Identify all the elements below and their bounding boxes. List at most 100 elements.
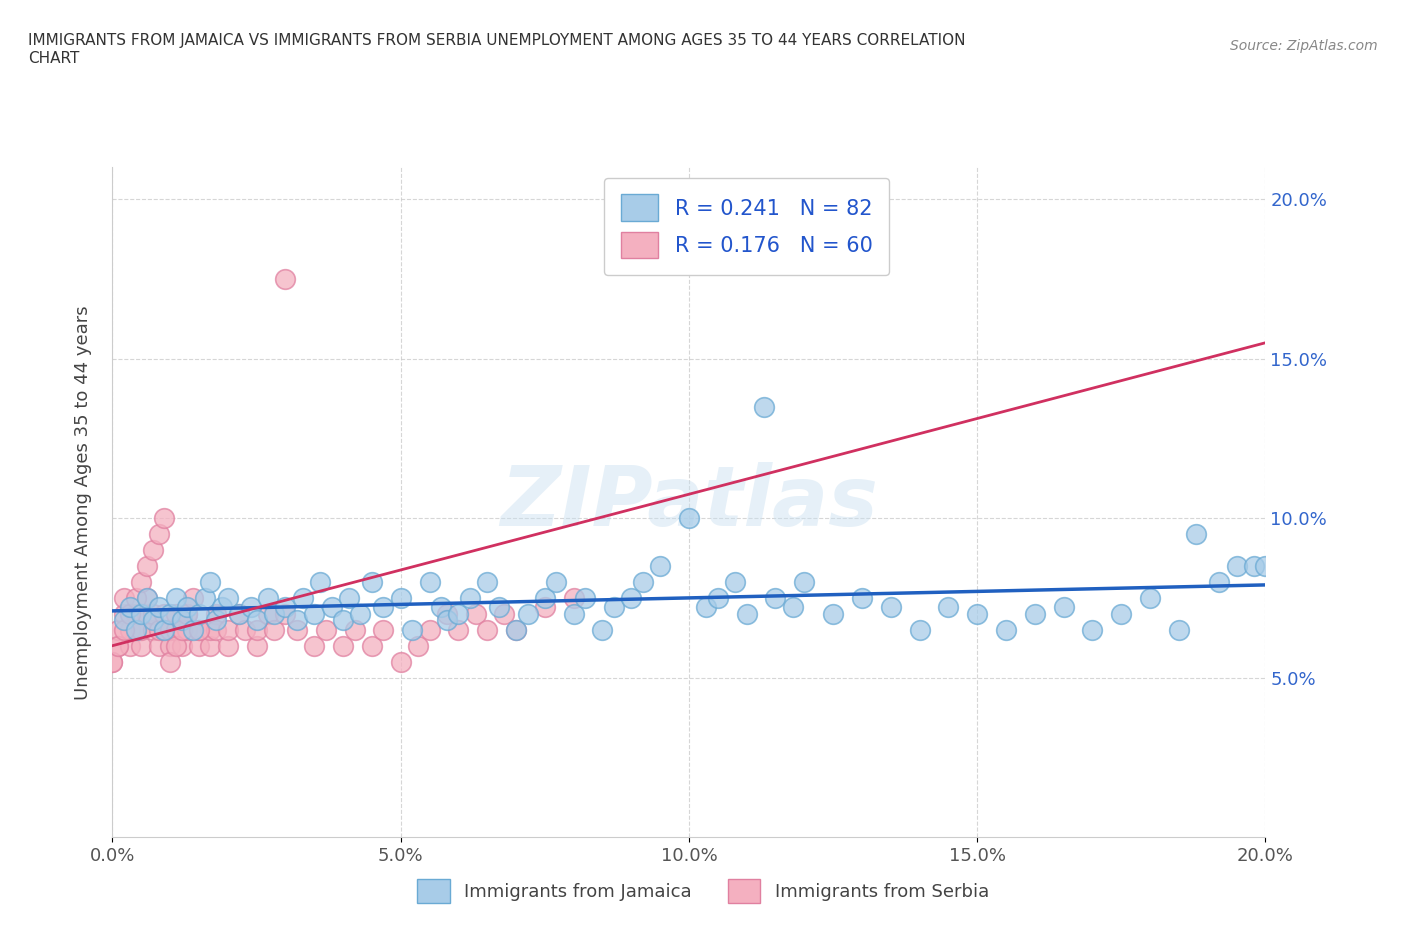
Point (343, 622, 366, 637)
Point (574, 591, 596, 605)
Point (136, 559, 159, 574)
Point (153, 622, 176, 637)
Text: IMMIGRANTS FROM JAMAICA VS IMMIGRANTS FROM SERBIA UNEMPLOYMENT AMONG AGES 35 TO : IMMIGRANTS FROM JAMAICA VS IMMIGRANTS FR… (28, 33, 966, 47)
Point (153, 606, 176, 621)
Point (851, 591, 873, 605)
Point (129, 606, 153, 621)
Point (176, 606, 198, 621)
Point (159, 654, 181, 669)
Point (176, 606, 198, 621)
Point (678, 511, 700, 525)
Point (995, 622, 1018, 637)
Legend: Immigrants from Jamaica, Immigrants from Serbia: Immigrants from Jamaica, Immigrants from… (408, 870, 998, 911)
Point (447, 622, 470, 637)
Point (228, 606, 250, 621)
Point (332, 613, 354, 628)
Point (263, 606, 285, 621)
Point (533, 600, 555, 615)
Point (129, 638, 153, 653)
Point (516, 606, 538, 621)
Point (724, 575, 747, 590)
Point (505, 622, 527, 637)
Point (1139, 591, 1161, 605)
Point (389, 591, 412, 605)
Point (170, 622, 193, 637)
Point (936, 600, 959, 615)
Point (148, 600, 170, 615)
Text: CHART: CHART (28, 51, 80, 66)
Point (1226, 559, 1249, 574)
Point (142, 542, 165, 557)
Point (793, 575, 815, 590)
Point (285, 613, 308, 628)
Point (188, 622, 211, 637)
Point (908, 622, 931, 637)
Point (188, 606, 211, 621)
Point (315, 622, 337, 637)
Point (107, 622, 129, 637)
Point (1185, 526, 1208, 541)
Point (205, 622, 228, 637)
Point (165, 638, 187, 653)
Point (360, 575, 382, 590)
Point (200, 638, 222, 653)
Point (304, 606, 326, 621)
Point (124, 622, 146, 637)
Point (170, 613, 193, 628)
Point (1111, 606, 1133, 621)
Point (373, 622, 395, 637)
Point (170, 638, 193, 653)
Point (181, 622, 204, 637)
Point (1081, 622, 1104, 637)
Point (389, 654, 412, 669)
Point (112, 606, 135, 621)
Point (1208, 575, 1230, 590)
Point (765, 591, 787, 605)
Point (176, 600, 198, 615)
Point (153, 511, 176, 525)
Point (239, 600, 262, 615)
Point (309, 575, 332, 590)
Point (419, 575, 441, 590)
Point (436, 613, 458, 628)
Point (1167, 622, 1189, 637)
Point (165, 591, 187, 605)
Point (533, 591, 555, 605)
Point (464, 606, 486, 621)
Point (136, 591, 159, 605)
Point (217, 638, 239, 653)
Point (159, 622, 181, 637)
Point (118, 600, 141, 615)
Point (200, 622, 222, 637)
Point (1052, 600, 1074, 615)
Point (165, 606, 187, 621)
Point (233, 622, 256, 637)
Point (304, 638, 326, 653)
Point (205, 606, 228, 621)
Point (112, 613, 135, 628)
Point (142, 606, 165, 621)
Point (257, 606, 280, 621)
Point (291, 591, 314, 605)
Point (447, 606, 470, 621)
Point (124, 606, 146, 621)
Point (101, 654, 124, 669)
Point (360, 638, 382, 653)
Point (245, 638, 267, 653)
Point (274, 606, 297, 621)
Point (419, 622, 441, 637)
Point (194, 591, 217, 605)
Point (1254, 559, 1277, 574)
Point (129, 622, 153, 637)
Point (148, 526, 170, 541)
Point (112, 591, 135, 605)
Point (401, 622, 423, 637)
Point (592, 622, 614, 637)
Point (620, 591, 643, 605)
Point (752, 399, 775, 414)
Text: ZIPatlas: ZIPatlas (501, 461, 877, 543)
Point (181, 591, 204, 605)
Point (321, 600, 343, 615)
Point (176, 622, 198, 637)
Point (631, 575, 654, 590)
